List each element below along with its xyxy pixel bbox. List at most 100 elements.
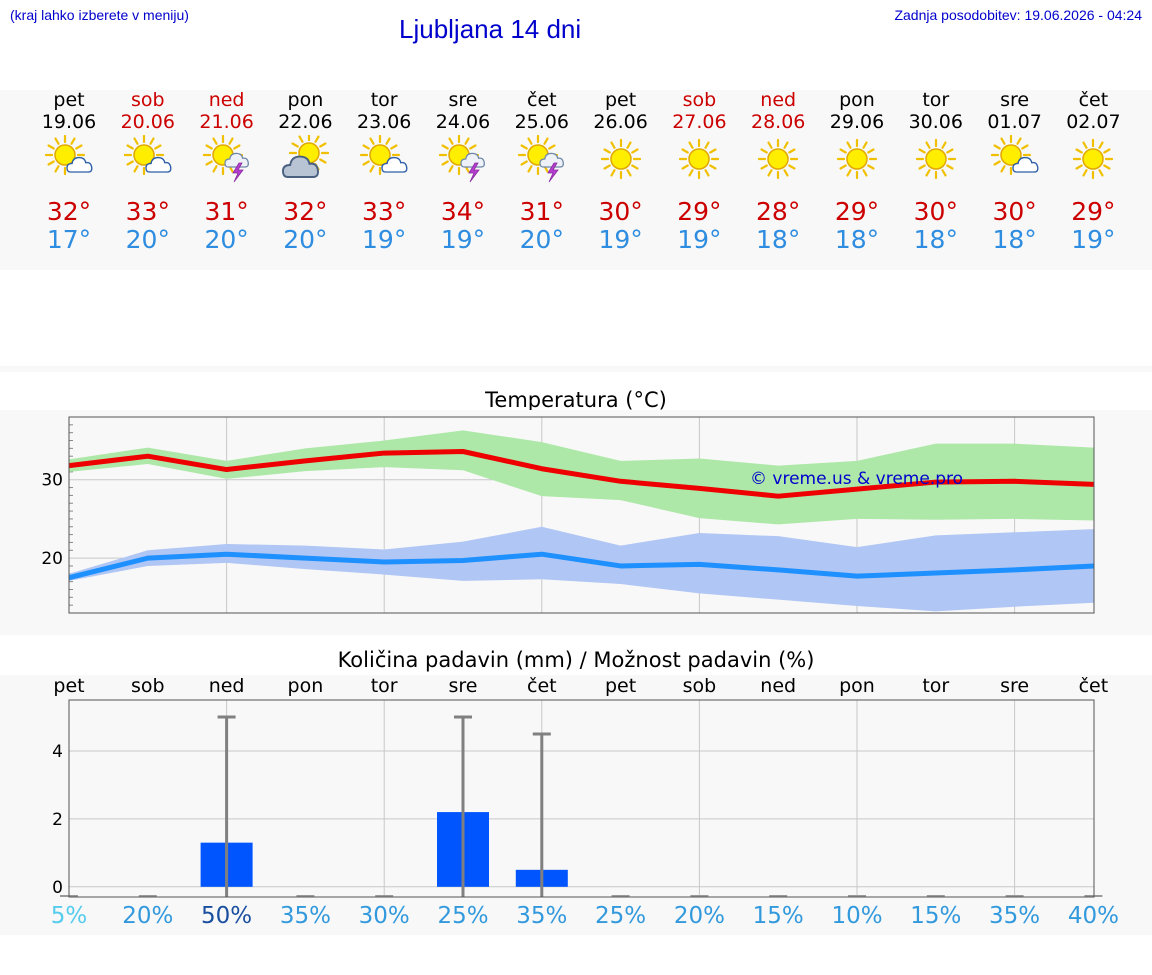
sun-ray	[543, 137, 549, 145]
precip-day-label: pon	[287, 675, 324, 697]
sun-ray	[941, 169, 947, 177]
cloud-body	[1011, 156, 1039, 173]
sun-ray	[47, 144, 55, 150]
sun-shape	[758, 138, 799, 180]
last-updated: Zadnja posodobitev: 19.06.2026 - 04:24	[894, 7, 1142, 23]
precip-day-label: sre	[1000, 675, 1030, 697]
sun-ray	[839, 164, 847, 170]
sun-ray	[1082, 141, 1088, 149]
sun-ray	[681, 164, 690, 170]
precip-day-label: ned	[760, 675, 797, 697]
sun-ray	[211, 137, 218, 145]
precip-probability: 40%	[1067, 903, 1119, 929]
sun-storm-icon	[202, 135, 249, 183]
cloud-shape	[460, 152, 485, 168]
sun-ray	[1082, 169, 1088, 177]
sun-ray	[464, 137, 470, 145]
sun-ray	[862, 141, 868, 149]
sun-shape	[836, 138, 878, 180]
sun-ray	[126, 144, 134, 150]
max-temperature: 30°	[598, 197, 643, 226]
sun-ray	[527, 165, 533, 173]
lightning-bolt	[231, 162, 244, 183]
sun-ray	[47, 160, 55, 166]
precip-probability: 35%	[516, 903, 568, 929]
sun-ray	[993, 160, 1001, 166]
day-name: tor	[370, 89, 398, 111]
cloudy-sun-icon	[282, 135, 330, 178]
day-column: pet 26.06	[581, 89, 661, 133]
precip-probability: 30%	[358, 903, 410, 929]
day-date: 24.06	[435, 111, 491, 133]
sun-ray	[362, 144, 371, 150]
min-temperature: 20°	[204, 225, 249, 254]
sun-icon	[600, 138, 641, 180]
sun-ray	[681, 148, 690, 154]
sun-ray	[941, 141, 947, 149]
sun-ray	[630, 148, 639, 154]
day-column: sob 27.06	[659, 89, 739, 133]
sun-ray	[1075, 164, 1084, 170]
precip-probability: 35%	[279, 903, 331, 929]
sun-ray	[839, 148, 847, 154]
sun-ray	[369, 137, 375, 145]
precipitation-chart: 0 2 4	[52, 699, 1103, 898]
day-name: sre	[448, 89, 478, 111]
sun-ray	[783, 169, 789, 177]
cloud-body	[282, 155, 320, 178]
sun-storm-icon	[439, 135, 485, 183]
precip-day-label: čet	[527, 675, 557, 697]
day-column: sre 24.06	[423, 89, 503, 133]
sun-ray	[625, 169, 632, 177]
cloud-shape	[145, 156, 172, 173]
sun-cloud-icon	[123, 135, 172, 176]
min-temperature: 17°	[46, 225, 92, 254]
day-name: pet	[604, 89, 637, 111]
day-date: 26.06	[593, 111, 648, 133]
sun-ray	[760, 148, 769, 154]
day-column: ned 21.06	[187, 89, 267, 133]
max-temperature: 28°	[756, 197, 801, 226]
sun-ray	[630, 164, 639, 170]
sun-ray	[149, 137, 155, 145]
sun-ray	[1015, 137, 1022, 145]
watermark: © vreme.us & vreme.pro	[750, 469, 963, 489]
cloud-body	[66, 156, 93, 173]
sun-disc	[925, 148, 947, 170]
precip-day-label: čet	[1078, 675, 1109, 697]
max-temperature: 29°	[1071, 197, 1116, 226]
day-column: ned 28.06	[738, 89, 818, 133]
cloud-body	[460, 152, 485, 168]
day-column: čet 02.07	[1053, 89, 1133, 133]
min-temperature-range-band	[69, 526, 1094, 612]
max-temperature: 30°	[992, 197, 1037, 226]
day-date: 29.06	[829, 111, 885, 133]
precip-day-label: pet	[604, 675, 637, 697]
min-temperature: 18°	[756, 225, 801, 254]
location-hint: (kraj lahko izberete v meniju)	[10, 7, 189, 23]
min-temperature: 19°	[677, 225, 722, 254]
precip-probability: 15%	[910, 903, 962, 929]
sun-ray	[205, 144, 213, 150]
day-date: 30.06	[908, 111, 963, 133]
min-temperature: 20°	[125, 225, 170, 254]
day-column: sob 20.06	[108, 89, 188, 133]
day-name: sob	[131, 89, 165, 111]
precip-day-label: sob	[131, 675, 165, 697]
sun-shape	[45, 135, 86, 176]
day-date: 28.06	[750, 111, 806, 133]
sun-ray	[783, 141, 789, 149]
sun-ray	[441, 160, 449, 166]
sun-ray	[211, 165, 218, 173]
precip-probability: 35%	[989, 903, 1041, 929]
separator	[0, 366, 1152, 372]
sun-ray	[688, 169, 694, 177]
sun-ray	[846, 169, 852, 177]
day-name: pon	[287, 89, 324, 111]
min-temperature: 18°	[913, 225, 958, 254]
sun-disc	[999, 144, 1022, 166]
sun-ray	[54, 137, 60, 145]
sun-ray	[993, 144, 1001, 150]
plot-frame	[68, 416, 1095, 614]
sun-ray	[520, 160, 528, 166]
